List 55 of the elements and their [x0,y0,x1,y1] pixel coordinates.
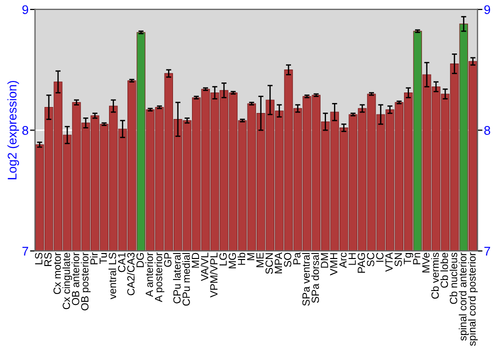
x-tick-label: LS [35,252,42,264]
x-tick-label: Pir [90,252,98,264]
x-tick-label: PAG [358,253,366,273]
x-tick-label: CA2/CA3 [126,252,135,296]
x-tick-label: MG [228,253,236,268]
x-tick-label: SO [284,252,292,267]
x-tick-label: A anterior [145,252,154,297]
y2-tick-label: 7 [484,246,490,256]
y-axis-title: Log2 (expression) [7,80,20,180]
x-tick-label: Tu [100,253,107,264]
x-tick-label: Cx motor [53,252,61,294]
x-tick-label: Hb [238,252,246,265]
x-tick-label: VTA [385,252,393,272]
x-tick-label: SC [366,252,374,266]
x-tick-label: Pa [293,252,301,264]
y2-tick-label: 9 [484,5,490,14]
x-tick-label: SCN [266,253,273,274]
x-tick-label: SPa dorsal [311,253,319,303]
x-tick-label: Cb nucleus [450,252,458,304]
x-tick-label: OB anterior [72,252,80,306]
x-tick-label: GP [164,252,172,267]
x-tick-label: RS [44,252,52,266]
x-tick-label: DM [320,253,328,268]
x-tick-label: MD [192,252,200,268]
y-tick-label: 9 [22,5,28,14]
x-tick-label: Cb lobe [440,252,448,288]
x-tick-label: LG [219,253,227,266]
x-tick-label: IC [376,252,384,262]
x-tick-label: M [247,253,254,260]
x-tick-label: SPa ventral [302,253,310,306]
x-tick-label: CPu lateral [173,253,181,304]
x-tick-label: Cb vermis [431,252,439,299]
x-tick-label: ventral LS [108,252,116,300]
x-tick-label: VA/VL [200,252,208,282]
x-tick-label: A posterior [154,252,164,302]
x-tick-label: spinal cord anterior [458,252,469,341]
x-tick-label: CA1 [118,252,126,272]
x-tick-label: LH [348,253,356,265]
x-tick-label: SN [394,253,402,266]
x-tick-label: VPM/VPL [210,252,218,298]
x-tick-label: DG [136,253,144,268]
x-tick-label: MPA [274,252,282,274]
x-tick-label: Arc [339,252,347,268]
x-tick-label: OB posterior [80,252,91,310]
y-tick-label: 7 [22,246,28,256]
x-tick-label: Cx cingulate [62,252,72,310]
y2-tick-label: 8 [484,126,490,135]
x-tick-label: spinal cord posterior [468,252,478,346]
x-tick-label: Pn [413,253,420,264]
x-tick-label: Tg [404,253,414,264]
x-tick-label: CPu medial [182,253,190,306]
x-tick-label: MVe [422,252,430,272]
x-tick-label: VMH [330,253,338,276]
x-tick-label: ME [256,252,264,268]
y-tick-label: 8 [22,126,28,135]
